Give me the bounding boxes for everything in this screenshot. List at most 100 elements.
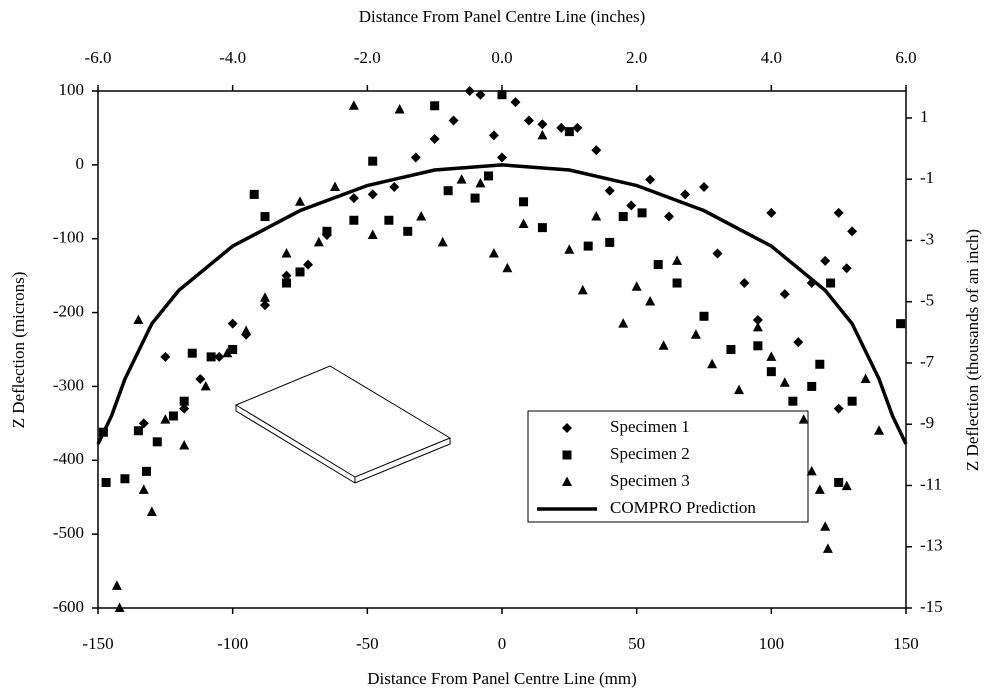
diamond-marker [348,193,359,204]
triangle-marker [806,465,817,476]
triangle-marker [841,480,852,491]
triangle-marker [591,211,602,221]
square-marker [815,359,825,369]
diamond-marker [497,152,507,163]
triangle-marker [313,236,324,247]
diamond-marker [160,351,171,362]
square-marker [133,426,143,436]
y-tick-label: -200 [53,301,84,320]
square-marker [260,212,270,222]
triangle-marker [179,440,190,450]
square-marker [322,226,332,236]
diamond-marker [367,189,378,200]
triangle-marker [820,521,831,531]
square-marker [101,477,111,487]
triangle-marker [456,174,467,184]
triangle-marker [416,211,427,221]
square-marker [349,215,359,225]
square-marker [403,226,413,236]
legend [527,410,809,523]
diamond-marker [793,337,804,348]
square-marker [152,437,162,447]
triangle-marker [562,476,572,486]
y-tick-label: -600 [53,597,84,616]
triangle-marker [860,373,871,384]
diamond-marker [645,174,656,185]
diamond-marker [752,314,763,325]
square-marker [766,367,776,377]
diamond-marker [227,318,238,329]
square-marker [470,193,480,203]
triangle-marker [295,196,305,206]
triangle-marker [394,103,405,114]
square-marker [519,197,529,207]
y2-tick-label: -1 [920,168,934,187]
square-marker [847,396,857,406]
diamond-marker [779,289,790,300]
triangle-marker [200,380,211,391]
diamond-marker [179,403,190,414]
triangle-marker [734,384,745,395]
y2-tick-label: -13 [920,536,943,555]
triangle-marker [475,177,486,188]
diamond-marker [841,263,852,274]
square-marker [726,345,736,354]
triangle-marker [222,347,233,358]
square-marker [120,474,130,484]
x-axis-title: Distance From Panel Centre Line (mm) [367,669,637,688]
diamond-marker [429,134,440,145]
triangle-marker [631,281,642,291]
triangle-marker [488,247,499,258]
x-tick-label: 150 [893,634,919,653]
diamond-marker [847,226,858,237]
diamond-marker [510,97,521,108]
triangle-marker [502,262,513,273]
y2-tick-label: -9 [920,413,934,432]
square-marker [168,411,178,421]
triangle-marker [537,129,548,140]
triangle-marker [645,295,656,306]
square-marker [141,466,151,476]
triangle-marker [798,414,809,424]
x2-tick-label: 2.0 [626,48,647,67]
legend-label: COMPRO Prediction [610,498,756,517]
diamond-marker [663,211,674,222]
square-marker [295,267,305,277]
triangle-marker [690,329,701,339]
triangle-marker [874,425,885,435]
x2-tick-label: -2.0 [354,48,381,67]
triangle-marker [766,351,777,361]
triangle-marker [814,484,825,494]
y2-tick-label: -15 [920,597,943,616]
square-marker [583,241,593,251]
triangle-marker [779,377,790,387]
square-marker [282,278,292,288]
y-tick-label: -100 [53,228,84,247]
diamond-marker [389,182,400,193]
triangle-marker [707,358,718,369]
triangle-marker [241,325,252,336]
diamond-marker [303,259,314,270]
square-marker [834,477,844,487]
diamond-marker [712,248,723,259]
y-tick-label: -400 [53,449,84,468]
diamond-marker [488,130,499,141]
y-tick-label: 100 [59,80,85,99]
square-marker [637,208,647,218]
triangle-marker [564,244,575,254]
diamond-marker [523,115,534,126]
diamond-marker [820,255,831,266]
x2-tick-label: 4.0 [761,48,782,67]
square-marker [672,278,682,288]
y-tick-label: -300 [53,375,84,394]
x-tick-label: 50 [628,634,645,653]
triangle-marker [658,340,669,350]
legend-label: Specimen 2 [610,444,690,463]
plot-frame [97,90,907,609]
diamond-marker [626,200,637,211]
diamond-marker [475,89,486,100]
square-marker [826,278,836,288]
y-axis-title: Z Deflection (microns) [9,272,28,429]
prediction-line [96,163,908,445]
diamond-marker [562,423,572,433]
